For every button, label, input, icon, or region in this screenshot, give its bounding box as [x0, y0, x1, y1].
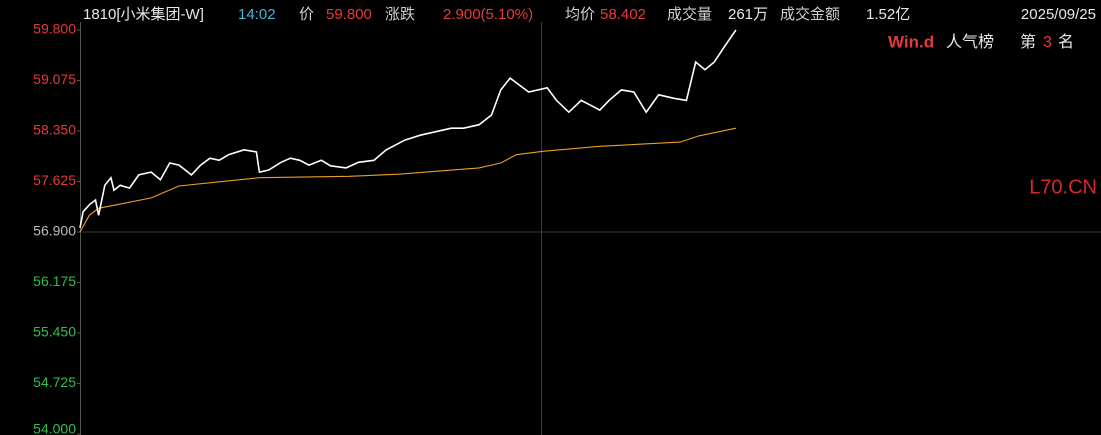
avg-label: 均价 [565, 6, 595, 23]
volume: 261万 [728, 6, 768, 23]
rank-prefix: 第 [1020, 33, 1036, 51]
y-tick-label: 54.000 [33, 421, 76, 435]
change: 2.900(5.10%) [443, 6, 533, 23]
y-tick-label: 57.625 [33, 172, 76, 188]
avg: 58.402 [600, 6, 646, 23]
price-label: 价 [299, 6, 314, 23]
rank: 3 [1043, 34, 1052, 51]
volume-label: 成交量 [667, 5, 712, 23]
price: 59.800 [326, 6, 372, 23]
stock-code: 1810[小米集团-W] [83, 6, 204, 23]
y-tick-label: 54.725 [33, 374, 76, 390]
y-tick-label: 58.350 [33, 122, 76, 138]
turnover: 1.52亿 [866, 6, 910, 23]
price-line [79, 29, 737, 228]
turnover-label: 成交金额 [780, 5, 840, 23]
change-label: 涨跌 [385, 6, 415, 23]
price-line [79, 127, 737, 233]
list-name: 人气榜 [946, 33, 994, 51]
time: 14:02 [238, 6, 276, 23]
y-tick-label: 55.450 [33, 324, 76, 340]
y-tick-label: 59.800 [33, 21, 76, 37]
rank-suffix: 名 [1058, 33, 1074, 51]
watermark: L70.CN [1029, 176, 1097, 198]
brand: Win.d [888, 32, 934, 51]
y-tick-label: 56.175 [33, 273, 76, 289]
date: 2025/09/25 [1021, 6, 1096, 23]
y-tick-label: 56.900 [33, 223, 76, 239]
y-tick-label: 59.075 [33, 71, 76, 87]
